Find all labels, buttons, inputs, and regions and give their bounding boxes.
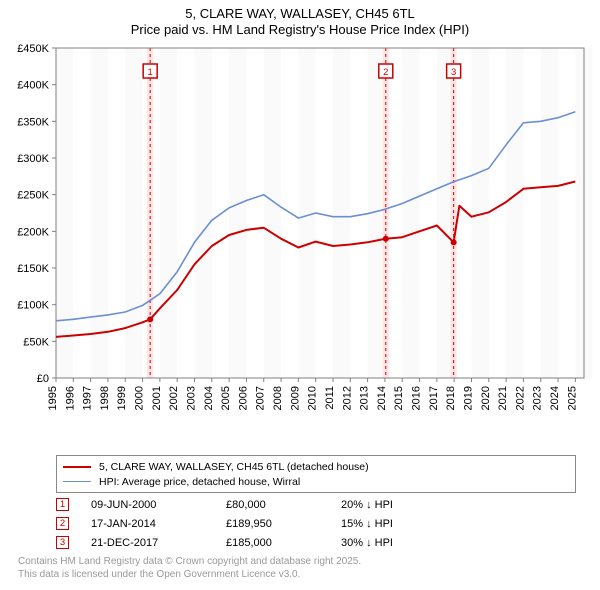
marker-diff: 15% ↓ HPI [341,518,393,530]
svg-text:£350K: £350K [17,116,49,128]
chart-title-line1: 5, CLARE WAY, WALLASEY, CH45 6TL [0,6,600,21]
footer-line2: This data is licensed under the Open Gov… [18,569,361,582]
svg-text:2004: 2004 [203,386,215,410]
svg-text:£200K: £200K [17,226,49,238]
svg-text:2002: 2002 [168,386,180,410]
chart-area: £0 £50K £100K £150K £200K £250K £300K £350K £400… [0,40,600,450]
svg-text:3: 3 [451,67,456,78]
svg-text:2021: 2021 [497,386,509,410]
svg-text:2025: 2025 [566,386,578,410]
svg-text:2018: 2018 [445,386,457,410]
svg-text:2007: 2007 [255,386,267,410]
marker-row: 3 21-DEC-2017 £185,000 30% ↓ HPI [56,533,393,552]
legend-swatch [63,466,91,468]
marker-price: £189,950 [226,518,341,530]
svg-text:£300K: £300K [17,153,49,165]
svg-text:2009: 2009 [289,386,301,410]
chart-svg: £0 £50K £100K £150K £200K £250K £300K £350K £400… [0,40,600,450]
svg-text:1999: 1999 [116,386,128,410]
svg-text:2: 2 [383,67,388,78]
footer-line1: Contains HM Land Registry data © Crown c… [18,556,361,569]
svg-text:2023: 2023 [532,386,544,410]
svg-text:2019: 2019 [462,386,474,410]
marker-date: 21-DEC-2017 [91,537,226,549]
marker-badge: 1 [56,498,69,511]
svg-text:2011: 2011 [324,386,336,410]
svg-text:2017: 2017 [428,386,440,410]
legend-swatch [63,481,91,482]
marker-badge: 3 [56,536,69,549]
marker-table: 1 09-JUN-2000 £80,000 20% ↓ HPI 2 17-JAN… [56,495,393,552]
svg-text:£250K: £250K [17,190,49,202]
svg-text:2008: 2008 [272,386,284,410]
chart-title-line2: Price paid vs. HM Land Registry's House … [0,22,600,37]
svg-text:1998: 1998 [99,386,111,410]
marker-date: 17-JAN-2014 [91,518,226,530]
svg-text:£50K: £50K [23,336,49,348]
svg-text:2006: 2006 [237,386,249,410]
svg-text:2012: 2012 [341,386,353,410]
svg-text:2024: 2024 [549,386,561,410]
svg-text:1997: 1997 [82,386,94,410]
marker-badge: 2 [56,517,69,530]
legend-item: 5, CLARE WAY, WALLASEY, CH45 6TL (detach… [63,459,569,474]
svg-text:2015: 2015 [393,386,405,410]
legend-label: HPI: Average price, detached house, Wirr… [99,476,300,488]
svg-text:£450K: £450K [17,43,49,55]
svg-text:£150K: £150K [17,263,49,275]
svg-text:2003: 2003 [185,386,197,410]
svg-text:1995: 1995 [47,386,59,410]
marker-row: 1 09-JUN-2000 £80,000 20% ↓ HPI [56,495,393,514]
footer: Contains HM Land Registry data © Crown c… [18,556,361,581]
legend-label: 5, CLARE WAY, WALLASEY, CH45 6TL (detach… [99,461,369,473]
marker-diff: 30% ↓ HPI [341,537,393,549]
svg-text:2005: 2005 [220,386,232,410]
legend-item: HPI: Average price, detached house, Wirr… [63,474,569,489]
marker-date: 09-JUN-2000 [91,499,226,511]
svg-text:2001: 2001 [151,386,163,410]
svg-text:1: 1 [148,67,153,78]
marker-row: 2 17-JAN-2014 £189,950 15% ↓ HPI [56,514,393,533]
svg-text:£0: £0 [37,373,49,385]
svg-text:2013: 2013 [359,386,371,410]
svg-text:2016: 2016 [411,386,423,410]
svg-text:2000: 2000 [134,386,146,410]
marker-price: £80,000 [226,499,341,511]
svg-text:1996: 1996 [64,386,76,410]
svg-text:£400K: £400K [17,80,49,92]
svg-text:2022: 2022 [514,386,526,410]
svg-text:2014: 2014 [376,386,388,410]
svg-text:£100K: £100K [17,300,49,312]
legend: 5, CLARE WAY, WALLASEY, CH45 6TL (detach… [56,455,576,493]
svg-text:2020: 2020 [480,386,492,410]
svg-text:2010: 2010 [307,386,319,410]
marker-diff: 20% ↓ HPI [341,499,393,511]
marker-price: £185,000 [226,537,341,549]
chart-container: 5, CLARE WAY, WALLASEY, CH45 6TL Price p… [0,0,600,590]
